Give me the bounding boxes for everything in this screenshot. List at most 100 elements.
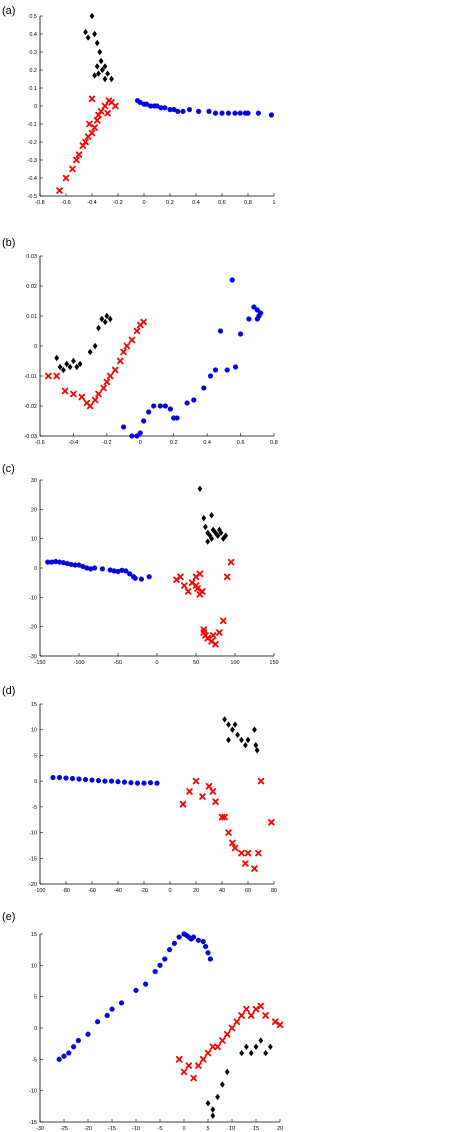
data-point-diamond	[102, 63, 108, 70]
y-tick-label: -0.03	[24, 434, 37, 440]
y-tick-label: 0	[34, 104, 37, 110]
data-point-diamond	[89, 12, 95, 20]
data-point-diamond	[224, 1068, 230, 1076]
data-point-cross	[244, 849, 252, 857]
data-point-circle	[258, 310, 264, 316]
data-point-circle	[162, 956, 168, 962]
data-point-circle	[95, 778, 102, 784]
data-point-diamond	[254, 747, 260, 754]
data-point-circle	[143, 981, 149, 987]
data-point-cross	[120, 348, 127, 356]
data-point-diamond	[85, 34, 91, 41]
x-tick-label: 150	[269, 660, 278, 666]
data-point-circle	[219, 110, 225, 116]
data-point-circle	[154, 780, 160, 786]
data-point-cross	[70, 390, 77, 398]
data-point-cross	[192, 582, 200, 589]
data-point-circle	[206, 108, 212, 115]
data-point-cross	[223, 1030, 231, 1038]
data-point-circle	[56, 774, 63, 781]
x-tick-label: -0.4	[87, 200, 96, 206]
data-point-diamond	[252, 726, 257, 733]
data-point-cross	[185, 1062, 193, 1069]
data-point-diamond	[202, 523, 208, 531]
x-tick-label: -0.2	[102, 440, 111, 446]
data-point-circle	[212, 367, 219, 373]
data-point-cross	[186, 788, 193, 795]
data-point-circle	[174, 415, 180, 421]
data-point-circle	[134, 433, 140, 439]
data-point-diamond	[205, 529, 211, 536]
data-point-cross	[276, 1021, 284, 1029]
x-tick-label: 10	[229, 1126, 235, 1132]
data-point-cross	[91, 396, 99, 404]
data-point-circle	[229, 277, 235, 283]
y-tick-label: 5	[34, 995, 37, 1001]
data-point-diamond	[102, 75, 108, 83]
data-point-cross	[223, 573, 231, 581]
data-point-diamond	[83, 29, 88, 36]
data-point-diamond	[61, 366, 66, 374]
data-point-circle	[237, 331, 244, 337]
data-point-circle	[56, 1056, 62, 1062]
data-point-circle	[162, 105, 168, 111]
data-point-cross	[251, 865, 258, 872]
data-point-diamond	[218, 529, 224, 536]
y-tick-label: 0.03	[26, 254, 37, 260]
data-point-diamond	[222, 716, 227, 723]
data-point-cross	[100, 384, 107, 392]
y-tick-label: 20	[31, 507, 37, 513]
data-point-circle	[146, 409, 152, 415]
x-tick-label: -0.6	[61, 200, 70, 206]
data-point-circle	[115, 779, 121, 785]
y-tick-label: 0.02	[26, 284, 37, 290]
data-point-circle	[138, 576, 145, 582]
data-point-circle	[237, 110, 243, 116]
data-point-diamond	[107, 315, 113, 323]
x-tick-label: 0.2	[166, 200, 174, 206]
x-tick-label: 40	[219, 888, 225, 894]
data-point-diamond	[74, 363, 80, 371]
data-point-cross	[180, 1068, 188, 1076]
x-tick-label: 100	[230, 660, 239, 666]
data-point-circle	[89, 777, 95, 783]
y-tick-label: 10	[31, 537, 37, 543]
data-point-diamond	[215, 1093, 220, 1101]
data-point-cross	[268, 818, 275, 826]
data-point-diamond	[64, 360, 70, 368]
data-point-circle	[225, 110, 232, 116]
x-tick-label: -100	[34, 888, 45, 894]
data-point-cross	[61, 387, 69, 395]
data-point-cross	[192, 777, 200, 785]
data-point-cross	[101, 102, 109, 110]
data-point-diamond	[102, 318, 108, 326]
panel-label: (e)	[2, 911, 15, 923]
data-point-circle	[76, 776, 82, 782]
data-point-diamond	[109, 75, 114, 83]
data-point-circle	[85, 1031, 91, 1037]
data-point-circle	[251, 304, 257, 310]
data-point-cross	[257, 1002, 265, 1010]
data-point-cross	[214, 1043, 221, 1051]
y-tick-label: 0	[34, 566, 37, 572]
data-point-cross	[271, 1018, 279, 1026]
data-point-cross	[86, 402, 94, 410]
y-tick-label: 0.5	[29, 14, 37, 20]
data-point-diamond	[87, 348, 93, 356]
data-point-diamond	[210, 526, 216, 534]
data-point-cross	[175, 1056, 183, 1063]
data-point-diamond	[243, 741, 248, 749]
data-point-circle	[232, 364, 239, 370]
x-tick-label: -25	[60, 1126, 68, 1132]
x-tick-label: -0.2	[113, 200, 122, 206]
data-point-diamond	[92, 72, 97, 79]
data-point-circle	[245, 110, 251, 116]
data-point-circle	[50, 774, 56, 781]
x-tick-label: 0	[168, 888, 171, 894]
data-point-circle	[246, 316, 252, 322]
data-point-cross	[229, 839, 236, 847]
data-point-diamond	[248, 1049, 254, 1057]
data-point-diamond	[96, 324, 101, 332]
data-point-circle	[217, 328, 224, 334]
